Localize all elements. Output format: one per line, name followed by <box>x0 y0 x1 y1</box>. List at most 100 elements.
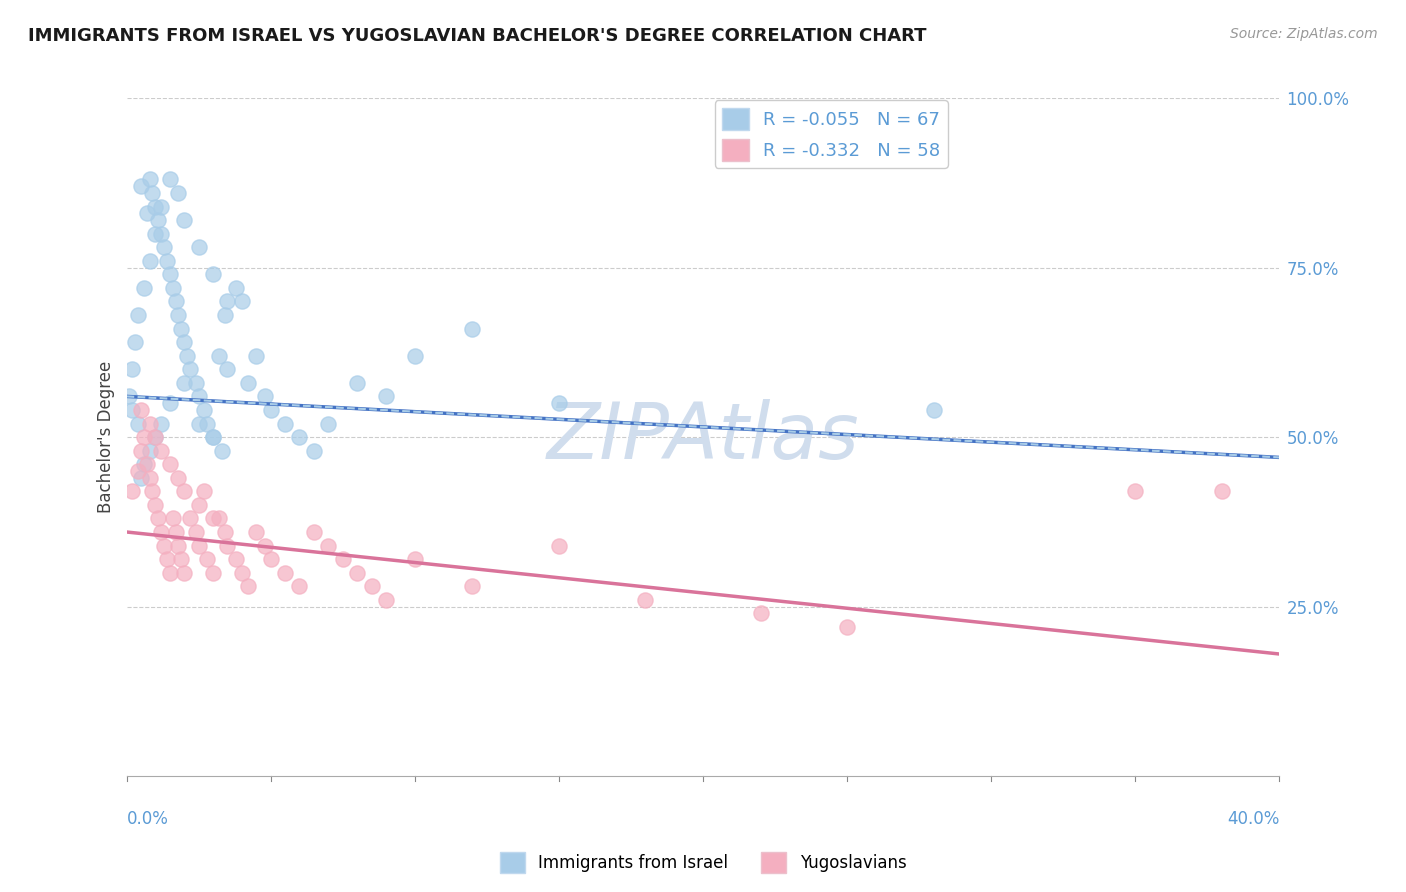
Point <box>302 524 325 539</box>
Point <box>374 592 398 607</box>
Point <box>195 552 218 566</box>
Point <box>129 443 152 458</box>
Point <box>129 403 152 417</box>
Point <box>245 349 267 363</box>
Point <box>127 308 149 322</box>
Point <box>346 376 368 390</box>
Point <box>193 484 215 499</box>
Point <box>135 457 157 471</box>
Point <box>162 511 184 525</box>
Point <box>127 417 149 431</box>
Point <box>184 524 207 539</box>
Point <box>202 511 225 525</box>
Point <box>159 396 181 410</box>
Point <box>236 376 259 390</box>
Point <box>138 417 160 431</box>
Point <box>145 200 166 214</box>
Point <box>170 552 193 566</box>
Point <box>145 498 166 512</box>
Point <box>202 566 225 580</box>
Point <box>211 443 233 458</box>
Point <box>118 389 141 403</box>
Point <box>167 539 190 553</box>
Point <box>274 566 297 580</box>
Point <box>129 471 152 485</box>
Legend: Immigrants from Israel, Yugoslavians: Immigrants from Israel, Yugoslavians <box>494 846 912 880</box>
Point <box>138 253 160 268</box>
Point <box>150 524 173 539</box>
Point <box>332 552 354 566</box>
Point <box>187 240 209 254</box>
Point <box>302 443 325 458</box>
Point <box>193 403 215 417</box>
Point <box>167 308 190 322</box>
Point <box>132 281 155 295</box>
Point <box>217 539 239 553</box>
Point <box>461 579 484 593</box>
Point <box>548 396 571 410</box>
Point <box>288 430 311 444</box>
Point <box>346 566 368 580</box>
Point <box>159 566 181 580</box>
Point <box>184 376 207 390</box>
Point <box>132 430 155 444</box>
Point <box>202 430 225 444</box>
Point <box>148 511 170 525</box>
Point <box>127 464 149 478</box>
Point <box>121 362 143 376</box>
Point <box>159 268 181 282</box>
Point <box>156 552 179 566</box>
Point <box>225 281 247 295</box>
Point <box>404 349 426 363</box>
Text: IMMIGRANTS FROM ISRAEL VS YUGOSLAVIAN BACHELOR'S DEGREE CORRELATION CHART: IMMIGRANTS FROM ISRAEL VS YUGOSLAVIAN BA… <box>28 27 927 45</box>
Point <box>165 524 187 539</box>
Point <box>173 213 195 227</box>
Point <box>231 294 253 309</box>
Point <box>634 592 657 607</box>
Point <box>1123 484 1146 499</box>
Point <box>253 539 276 553</box>
Point <box>153 240 176 254</box>
Point <box>162 281 184 295</box>
Point <box>173 566 195 580</box>
Point <box>121 484 143 499</box>
Point <box>217 362 239 376</box>
Point <box>835 620 858 634</box>
Point <box>360 579 382 593</box>
Text: ZIPAtlas: ZIPAtlas <box>547 399 859 475</box>
Point <box>318 417 340 431</box>
Point <box>259 403 281 417</box>
Point <box>208 349 231 363</box>
Point <box>202 430 225 444</box>
Point <box>187 498 209 512</box>
Point <box>749 607 772 621</box>
Point <box>156 253 179 268</box>
Point <box>167 471 190 485</box>
Text: Source: ZipAtlas.com: Source: ZipAtlas.com <box>1230 27 1378 41</box>
Point <box>141 186 163 200</box>
Point <box>138 443 160 458</box>
Point <box>165 294 187 309</box>
Point <box>141 484 163 499</box>
Point <box>548 539 571 553</box>
Point <box>202 268 225 282</box>
Legend: R = -0.055   N = 67, R = -0.332   N = 58: R = -0.055 N = 67, R = -0.332 N = 58 <box>714 101 948 168</box>
Point <box>159 457 181 471</box>
Point <box>121 403 143 417</box>
Point <box>1211 484 1233 499</box>
Point <box>153 539 176 553</box>
Point <box>318 539 340 553</box>
Text: 0.0%: 0.0% <box>127 810 169 828</box>
Point <box>374 389 398 403</box>
Point <box>145 430 166 444</box>
Point <box>208 511 231 525</box>
Point <box>179 511 201 525</box>
Point <box>245 524 267 539</box>
Point <box>195 417 218 431</box>
Point <box>148 213 170 227</box>
Point <box>173 376 195 390</box>
Point <box>159 172 181 186</box>
Point <box>253 389 276 403</box>
Point <box>214 308 236 322</box>
Point <box>274 417 297 431</box>
